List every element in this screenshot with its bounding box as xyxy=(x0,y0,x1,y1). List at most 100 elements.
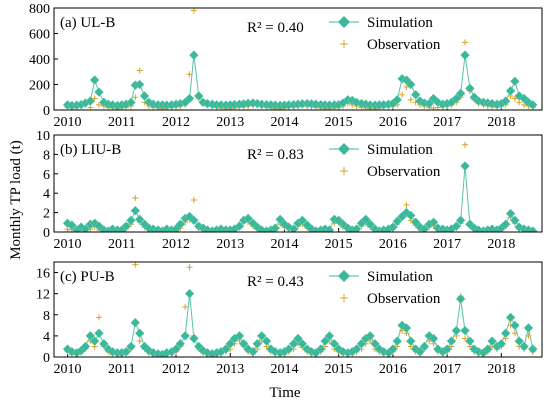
panel-1: 0 200 400 600 800 2010 2011 2012 2013 2014 2015 201… xyxy=(29,2,543,130)
x-tick-label: 2018 xyxy=(487,115,515,130)
simulation-point xyxy=(80,224,91,232)
x-tick-label: 2011 xyxy=(108,115,135,130)
simulation-point xyxy=(523,323,534,333)
simulation-point xyxy=(505,312,516,323)
legend-cross-icon xyxy=(340,294,348,302)
simulation-point xyxy=(446,336,457,347)
plot-area xyxy=(62,261,538,357)
simulation-point xyxy=(248,218,258,229)
simulation-point xyxy=(514,91,525,101)
plot-frame xyxy=(53,7,543,111)
simulation-point xyxy=(324,225,335,232)
legend-simulation-label: Simulation xyxy=(367,142,433,158)
simulation-point xyxy=(261,336,272,347)
x-tick-label: 2013 xyxy=(216,362,244,377)
simulation-point xyxy=(302,220,313,231)
x-tick-label: 2010 xyxy=(54,115,82,130)
x-tick-label: 2012 xyxy=(162,362,190,377)
y-tick-label: 10 xyxy=(36,129,50,144)
simulation-point xyxy=(351,224,362,232)
x-tick-label: 2011 xyxy=(108,237,135,252)
x-tick-label: 2018 xyxy=(487,362,515,377)
observation-point xyxy=(525,332,532,339)
x-tick-label: 2017 xyxy=(433,362,461,377)
x-tick-label: 2017 xyxy=(433,115,461,130)
simulation-point xyxy=(184,93,195,104)
simulation-point xyxy=(315,344,326,354)
simulation-point xyxy=(500,219,511,230)
legend-cross-icon xyxy=(340,40,348,48)
observation-point xyxy=(136,67,143,74)
simulation-point xyxy=(419,341,430,352)
x-tick-label: 2017 xyxy=(433,237,461,252)
panel-title: (c) PU-B xyxy=(60,269,115,285)
legend-diamond-icon xyxy=(338,16,350,28)
simulation-point xyxy=(189,50,199,61)
legend-diamond-icon xyxy=(338,270,350,282)
y-tick-label: 600 xyxy=(29,28,50,43)
panel-3: 0 4 8 12 16 2010 2011 2012 2013 2014 2015 2016 2017 2… xyxy=(36,261,543,377)
simulation-point xyxy=(519,93,529,104)
y-tick-label: 12 xyxy=(36,288,50,303)
x-tick-label: 2014 xyxy=(270,237,298,252)
simulation-point xyxy=(238,338,249,349)
simulation-point xyxy=(175,338,186,349)
simulation-point xyxy=(126,341,136,352)
simulation-point xyxy=(428,217,439,228)
simulation-point xyxy=(297,338,308,349)
simulation-point xyxy=(351,344,362,354)
simulation-point xyxy=(270,223,281,232)
x-tick-label: 2014 xyxy=(270,115,298,130)
observation-point xyxy=(132,94,139,101)
simulation-point xyxy=(89,218,100,229)
simulation-point xyxy=(134,328,145,339)
legend-observation-label: Observation xyxy=(367,291,441,307)
simulation-point xyxy=(455,294,466,304)
simulation-point xyxy=(465,336,475,347)
simulation-point xyxy=(487,336,497,347)
observation-point xyxy=(182,303,189,310)
simulation-point xyxy=(189,215,199,226)
simulation-point xyxy=(405,210,416,221)
y-tick-label: 0 xyxy=(43,351,50,366)
simulation-point xyxy=(527,226,538,232)
r-squared-annotation: R² = 0.43 xyxy=(247,274,304,290)
legend: Simulation Observation xyxy=(329,269,441,307)
simulation-point xyxy=(451,93,462,104)
simulation-point xyxy=(460,325,470,336)
simulation-point xyxy=(283,344,294,354)
x-tick-label: 2014 xyxy=(270,362,298,377)
simulation-point xyxy=(121,221,131,232)
simulation-point xyxy=(293,333,303,344)
observation-point xyxy=(399,91,406,98)
simulation-point xyxy=(388,344,398,354)
x-tick-label: 2010 xyxy=(54,237,82,252)
simulation-point xyxy=(527,344,538,354)
simulation-point xyxy=(171,344,181,354)
x-tick-label: 2016 xyxy=(379,115,407,130)
simulation-point xyxy=(243,344,253,354)
simulation-point xyxy=(89,75,100,85)
simulation-point xyxy=(121,346,131,357)
y-tick-label: 400 xyxy=(29,53,50,68)
simulation-point xyxy=(405,79,416,90)
simulation-point xyxy=(89,336,100,347)
simulation-point xyxy=(130,317,141,328)
x-tick-label: 2012 xyxy=(162,115,190,130)
x-tick-label: 2015 xyxy=(325,115,353,130)
y-tick-label: 8 xyxy=(43,148,50,163)
simulation-point xyxy=(288,224,299,232)
observation-point xyxy=(132,195,139,202)
simulation-point xyxy=(130,205,141,216)
observation-point xyxy=(190,196,197,203)
simulation-point xyxy=(85,331,96,341)
simulation-point xyxy=(365,331,375,341)
simulation-point xyxy=(243,213,253,224)
simulation-point xyxy=(356,338,367,349)
simulation-point xyxy=(126,215,136,226)
simulation-point xyxy=(428,93,439,104)
simulation-point xyxy=(410,89,421,100)
simulation-point xyxy=(139,91,150,101)
